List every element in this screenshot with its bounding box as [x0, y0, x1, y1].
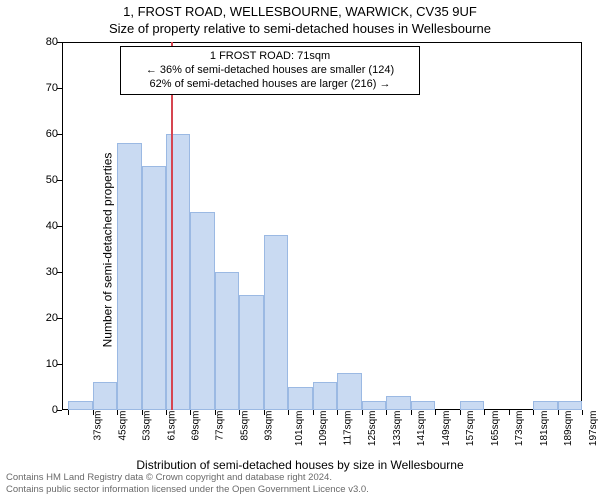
y-tick-label: 20: [28, 312, 58, 324]
x-tick-label: 69sqm: [191, 411, 202, 441]
histogram-bar: [533, 401, 557, 410]
x-axis-label: Distribution of semi-detached houses by …: [0, 458, 600, 472]
x-tick-mark: [313, 410, 314, 415]
histogram-bar: [215, 272, 239, 410]
histogram-bar: [117, 143, 141, 410]
x-tick-mark: [68, 410, 69, 415]
footer-attribution: Contains HM Land Registry data © Crown c…: [6, 472, 594, 496]
annotation-line-2: ← 36% of semi-detached houses are smalle…: [127, 64, 413, 78]
x-tick-label: 85sqm: [239, 411, 250, 441]
x-tick-label: 101sqm: [294, 411, 305, 447]
x-tick-label: 165sqm: [490, 411, 501, 447]
axis-right: [581, 42, 582, 410]
x-tick-mark: [142, 410, 143, 415]
y-tick-label: 70: [28, 82, 58, 94]
x-tick-label: 117sqm: [342, 411, 353, 446]
y-tick-mark: [57, 272, 62, 273]
x-tick-label: 53sqm: [142, 411, 153, 441]
x-tick-mark: [484, 410, 485, 415]
x-tick-label: 197sqm: [588, 411, 599, 447]
histogram-bar: [337, 373, 361, 410]
x-tick-mark: [558, 410, 559, 415]
histogram-bar: [558, 401, 582, 410]
histogram-bar: [288, 387, 312, 410]
x-tick-label: 77sqm: [215, 411, 226, 441]
histogram-bar: [166, 134, 190, 410]
annotation-line-3: 62% of semi-detached houses are larger (…: [127, 78, 413, 92]
plot-region: 0102030405060708037sqm45sqm53sqm61sqm69s…: [62, 42, 582, 410]
x-tick-label: 173sqm: [514, 411, 525, 447]
x-tick-mark: [509, 410, 510, 415]
x-tick-mark: [582, 410, 583, 415]
title-line-2: Size of property relative to semi-detach…: [0, 19, 600, 36]
x-tick-mark: [166, 410, 167, 415]
footer-line-1: Contains HM Land Registry data © Crown c…: [6, 472, 594, 484]
histogram-bar: [68, 401, 92, 410]
x-tick-label: 45sqm: [117, 411, 128, 441]
y-tick-mark: [57, 226, 62, 227]
x-tick-mark: [435, 410, 436, 415]
y-tick-label: 60: [28, 128, 58, 140]
histogram-bar: [460, 401, 484, 410]
x-tick-mark: [215, 410, 216, 415]
x-tick-mark: [411, 410, 412, 415]
x-tick-mark: [93, 410, 94, 415]
axis-top: [62, 42, 582, 43]
histogram-bar: [386, 396, 410, 410]
y-tick-label: 10: [28, 358, 58, 370]
x-tick-label: 37sqm: [93, 411, 104, 441]
histogram-bar: [142, 166, 166, 410]
y-tick-label: 30: [28, 266, 58, 278]
x-tick-mark: [386, 410, 387, 415]
y-tick-mark: [57, 42, 62, 43]
y-tick-label: 0: [28, 404, 58, 416]
subject-marker-line: [171, 42, 173, 410]
annotation-box: 1 FROST ROAD: 71sqm← 36% of semi-detache…: [120, 46, 420, 95]
x-tick-label: 133sqm: [392, 411, 403, 447]
x-tick-label: 109sqm: [318, 411, 329, 447]
axis-left: [62, 42, 63, 410]
y-tick-label: 50: [28, 174, 58, 186]
y-tick-mark: [57, 410, 62, 411]
y-tick-mark: [57, 180, 62, 181]
histogram-bar: [190, 212, 214, 410]
x-tick-label: 157sqm: [465, 411, 476, 447]
x-tick-mark: [117, 410, 118, 415]
x-tick-mark: [362, 410, 363, 415]
y-tick-mark: [57, 364, 62, 365]
x-tick-mark: [533, 410, 534, 415]
histogram-bar: [93, 382, 117, 410]
x-tick-mark: [190, 410, 191, 415]
x-tick-mark: [337, 410, 338, 415]
x-tick-label: 61sqm: [166, 411, 177, 441]
y-tick-label: 80: [28, 36, 58, 48]
footer-line-2: Contains public sector information licen…: [6, 484, 594, 496]
x-tick-label: 125sqm: [367, 411, 378, 447]
x-tick-label: 181sqm: [539, 411, 550, 447]
annotation-line-1: 1 FROST ROAD: 71sqm: [127, 50, 413, 64]
x-tick-label: 141sqm: [416, 411, 427, 447]
x-tick-mark: [460, 410, 461, 415]
x-tick-label: 149sqm: [441, 411, 452, 447]
y-tick-label: 40: [28, 220, 58, 232]
y-tick-mark: [57, 88, 62, 89]
x-tick-mark: [264, 410, 265, 415]
histogram-bar: [264, 235, 288, 410]
title-line-1: 1, FROST ROAD, WELLESBOURNE, WARWICK, CV…: [0, 0, 600, 19]
y-tick-mark: [57, 134, 62, 135]
histogram-bar: [313, 382, 337, 410]
chart-area: 0102030405060708037sqm45sqm53sqm61sqm69s…: [62, 42, 582, 410]
x-tick-mark: [239, 410, 240, 415]
x-tick-label: 93sqm: [264, 411, 275, 441]
y-tick-mark: [57, 318, 62, 319]
histogram-bar: [239, 295, 263, 410]
histogram-bar: [411, 401, 435, 410]
x-tick-label: 189sqm: [563, 411, 574, 447]
x-tick-mark: [288, 410, 289, 415]
histogram-bar: [362, 401, 386, 410]
